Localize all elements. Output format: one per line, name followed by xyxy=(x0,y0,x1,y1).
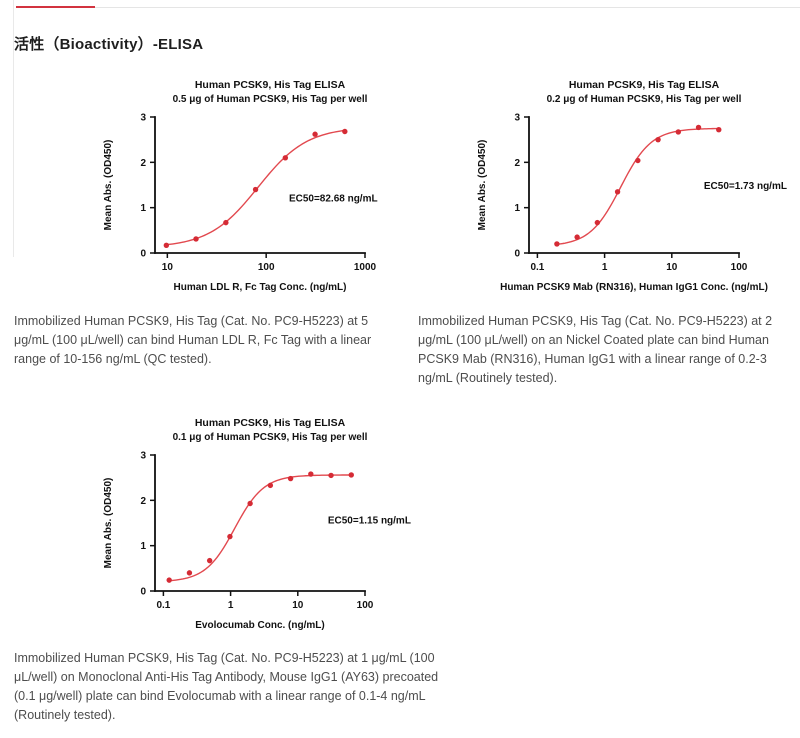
fit-curve xyxy=(556,127,719,246)
svg-text:1: 1 xyxy=(602,262,608,273)
chart-subtitle: 0.1 μg of Human PCSK9, His Tag per well xyxy=(173,432,368,443)
chart-subtitle: 0.5 μg of Human PCSK9, His Tag per well xyxy=(173,94,368,105)
svg-text:1: 1 xyxy=(514,203,520,214)
tick-labels: 0.1 1 10 100 0 1 2 3 xyxy=(140,451,373,612)
svg-text:0.1: 0.1 xyxy=(156,600,170,611)
y-axis-label: Mean Abs. (OD450) xyxy=(103,140,114,231)
elisa-chart-ldlr: Human PCSK9, His Tag ELISA 0.5 μg of Huma… xyxy=(97,75,427,299)
figure-caption-evolocumab: Immobilized Human PCSK9, His Tag (Cat. N… xyxy=(14,650,439,722)
elisa-chart-evolocumab: Human PCSK9, His Tag ELISA 0.1 μg of Huma… xyxy=(97,413,427,637)
x-axis-label: Human LDL R, Fc Tag Conc. (ng/mL) xyxy=(174,282,347,293)
x-axis-label: Evolocumab Conc. (ng/mL) xyxy=(195,620,324,631)
y-axis-label: Mean Abs. (OD450) xyxy=(477,140,488,231)
elisa-plot-svg: Human PCSK9, His Tag ELISA 0.2 μg of Huma… xyxy=(477,79,787,293)
fit-curve xyxy=(169,474,352,582)
svg-text:3: 3 xyxy=(140,113,146,124)
chart-subtitle: 0.2 μg of Human PCSK9, His Tag per well xyxy=(547,94,742,105)
chart-title: Human PCSK9, His Tag ELISA xyxy=(569,79,720,91)
data-points xyxy=(554,124,722,247)
svg-text:2: 2 xyxy=(140,158,146,169)
tick-labels: 10 100 1000 0 1 2 3 xyxy=(140,113,376,274)
svg-text:2: 2 xyxy=(514,158,520,169)
active-tab-underline xyxy=(16,6,95,8)
figure-caption-ldlr: Immobilized Human PCSK9, His Tag (Cat. N… xyxy=(14,313,372,366)
ec50-annotation: EC50=1.15 ng/mL xyxy=(328,516,411,527)
axes xyxy=(154,454,366,592)
tab-underline-track xyxy=(16,6,800,8)
svg-text:10: 10 xyxy=(666,262,678,273)
chart-title: Human PCSK9, His Tag ELISA xyxy=(195,79,346,91)
svg-text:1000: 1000 xyxy=(354,262,377,273)
svg-text:1: 1 xyxy=(228,600,234,611)
section-title: 活性（Bioactivity）-ELISA xyxy=(14,36,204,53)
tick-marks xyxy=(150,116,366,258)
axes xyxy=(528,116,740,254)
tick-marks xyxy=(150,454,366,596)
elisa-plot-svg: Human PCSK9, His Tag ELISA 0.1 μg of Huma… xyxy=(103,417,411,631)
svg-text:0.1: 0.1 xyxy=(530,262,544,273)
svg-text:100: 100 xyxy=(258,262,275,273)
tick-labels: 0.1 1 10 100 0 1 2 3 xyxy=(514,113,747,274)
data-points xyxy=(163,128,348,248)
svg-text:3: 3 xyxy=(514,113,520,124)
svg-text:10: 10 xyxy=(292,600,304,611)
elisa-plot-svg: Human PCSK9, His Tag ELISA 0.5 μg of Huma… xyxy=(103,79,378,293)
elisa-chart-pcsk9-mab: Human PCSK9, His Tag ELISA 0.2 μg of Huma… xyxy=(471,75,800,299)
panel-left-border xyxy=(13,0,14,257)
svg-text:1: 1 xyxy=(140,203,146,214)
figure-caption-pcsk9-mab: Immobilized Human PCSK9, His Tag (Cat. N… xyxy=(418,313,773,385)
ec50-annotation: EC50=82.68 ng/mL xyxy=(289,194,378,205)
svg-text:2: 2 xyxy=(140,496,146,507)
tick-marks xyxy=(524,116,740,258)
svg-text:10: 10 xyxy=(162,262,174,273)
svg-text:1: 1 xyxy=(140,541,146,552)
svg-text:100: 100 xyxy=(357,600,374,611)
chart-title: Human PCSK9, His Tag ELISA xyxy=(195,417,346,429)
axes xyxy=(154,116,366,254)
svg-text:3: 3 xyxy=(140,451,146,462)
data-points xyxy=(166,471,354,583)
ec50-annotation: EC50=1.73 ng/mL xyxy=(704,181,787,192)
svg-text:0: 0 xyxy=(140,249,146,260)
svg-text:0: 0 xyxy=(140,587,146,598)
svg-text:0: 0 xyxy=(514,249,520,260)
y-axis-label: Mean Abs. (OD450) xyxy=(103,478,114,569)
svg-text:100: 100 xyxy=(731,262,748,273)
x-axis-label: Human PCSK9 Mab (RN316), Human IgG1 Conc… xyxy=(500,282,768,293)
